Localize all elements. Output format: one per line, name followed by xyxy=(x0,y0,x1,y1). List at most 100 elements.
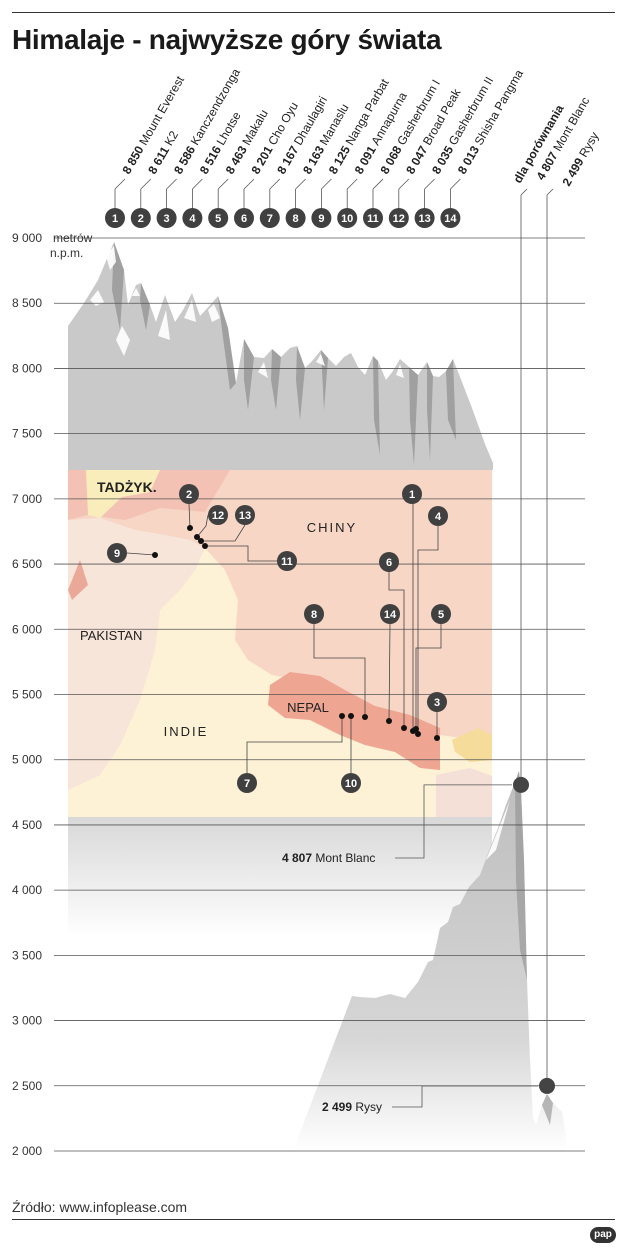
map-region-tajikistan xyxy=(86,470,160,518)
y-unit-label-2: n.p.m. xyxy=(50,246,83,260)
ridge-shadow-5 xyxy=(296,346,305,420)
map-peak-dot-11 xyxy=(202,543,208,549)
map-badge-number-3: 3 xyxy=(434,697,440,709)
y-tick-3500: 3 500 xyxy=(12,948,42,962)
ridge-shadow-4 xyxy=(271,349,281,410)
map-badge-9 xyxy=(107,543,127,563)
rysy-callout-name: Rysy xyxy=(355,1100,382,1114)
mont-blanc-snow xyxy=(486,800,510,860)
peak-name-2: K2 xyxy=(162,128,182,148)
rysy-shadow xyxy=(542,1094,553,1125)
map-badge-13 xyxy=(235,505,255,525)
peak-leader-6 xyxy=(243,178,255,190)
country-label-nepal: NEPAL xyxy=(287,700,329,715)
map-callout-line-14 xyxy=(388,623,391,722)
peak-badge-number-11: 11 xyxy=(367,213,379,225)
map-badge-10 xyxy=(341,773,361,793)
country-label-chiny: CHINY xyxy=(307,520,357,535)
peak-leader-1 xyxy=(114,178,126,190)
y-tick-6000: 6 000 xyxy=(12,622,42,636)
map-peak-dot-5 xyxy=(413,726,419,732)
map-peak-dot-13 xyxy=(198,538,204,544)
peak-badge-number-5: 5 xyxy=(215,213,221,225)
map-badge-2 xyxy=(179,484,199,504)
snow-patch-5 xyxy=(184,300,196,322)
map-badge-number-4: 4 xyxy=(435,511,442,523)
region-map: TADŻYK. CHINY PAKISTAN INDIE NEPAL xyxy=(68,470,492,817)
map-badge-number-5: 5 xyxy=(438,609,444,621)
source-note: Źródło: www.infoplease.com xyxy=(12,1199,188,1215)
ridge-shadow-8 xyxy=(409,367,418,465)
peak-leader-11 xyxy=(372,178,384,190)
y-tick-9000: 9 000 xyxy=(12,231,42,245)
map-badge-5 xyxy=(431,604,451,624)
snow-patch-2 xyxy=(116,326,130,356)
snow-patch-0 xyxy=(90,290,104,306)
map-badge-number-12: 12 xyxy=(212,510,224,522)
map-badge-number-9: 9 xyxy=(114,548,120,560)
map-badge-4 xyxy=(428,506,448,526)
map-badge-number-8: 8 xyxy=(311,609,317,621)
peak-badge-number-4: 4 xyxy=(189,213,196,225)
compare-marker-0 xyxy=(513,776,529,793)
country-label-indie: INDIE xyxy=(164,724,209,739)
compare-leader-1 xyxy=(546,188,554,196)
map-region-pakistan xyxy=(68,518,205,790)
map-peak-dot-3 xyxy=(434,735,440,741)
ridge-shadow-0 xyxy=(112,242,124,330)
ridge-shadow-1 xyxy=(140,283,150,330)
y-tick-7000: 7 000 xyxy=(12,492,42,506)
snow-patch-4 xyxy=(158,310,170,340)
map-badge-number-13: 13 xyxy=(239,510,251,522)
y-tick-3000: 3 000 xyxy=(12,1014,42,1028)
y-tick-2000: 2 000 xyxy=(12,1144,42,1158)
comparison-mountains xyxy=(293,771,566,1151)
peak-badge-14 xyxy=(440,208,461,228)
peak-badge-8 xyxy=(285,208,306,228)
map-callout-line-5 xyxy=(415,624,442,729)
peak-badge-number-13: 13 xyxy=(418,213,430,225)
ridge-shadow-7 xyxy=(373,356,380,455)
map-badge-3 xyxy=(427,692,447,712)
map-callout-line-11 xyxy=(205,545,277,562)
peak-leader-3 xyxy=(166,178,177,190)
map-badge-number-7: 7 xyxy=(244,778,250,790)
peak-leader-12 xyxy=(398,178,410,190)
peak-badge-6 xyxy=(234,208,254,228)
map-peak-dot-7 xyxy=(339,713,345,719)
map-peak-dot-9 xyxy=(152,552,158,558)
map-fade xyxy=(68,817,492,937)
peak-badge-4 xyxy=(182,208,203,228)
map-peak-dot-10 xyxy=(348,713,354,719)
peak-leader-13 xyxy=(424,178,435,190)
peak-badge-7 xyxy=(259,208,280,228)
y-tick-8000: 8 000 xyxy=(12,361,42,375)
snow-patch-8 xyxy=(316,354,325,366)
y-tick-5000: 5 000 xyxy=(12,753,42,767)
y-tick-6500: 6 500 xyxy=(12,557,42,571)
peak-badge-12 xyxy=(388,208,409,228)
peak-badge-number-1: 1 xyxy=(112,213,118,225)
y-tick-7500: 7 500 xyxy=(12,427,42,441)
map-badge-12 xyxy=(208,505,228,525)
peak-leader-10 xyxy=(346,178,358,190)
map-peak-dot-12 xyxy=(194,534,200,540)
peak-leader-4 xyxy=(192,178,203,190)
page-title: Himalaje - najwyższe góry świata xyxy=(12,24,442,55)
ridge-shadow-2 xyxy=(218,296,236,390)
rysy-callout-height: 2 499 xyxy=(322,1100,355,1114)
peak-leader-5 xyxy=(217,178,229,190)
himalaya-silhouette xyxy=(68,242,493,470)
map-callout-line-13 xyxy=(201,524,246,542)
peak-leader-2 xyxy=(140,178,152,190)
mont-blanc-callout-line xyxy=(395,784,512,859)
map-callout-line-7 xyxy=(246,716,343,773)
country-label-pakistan: PAKISTAN xyxy=(80,628,142,643)
peak-badge-2 xyxy=(130,208,151,228)
map-region-west xyxy=(68,560,88,600)
map-badge-7 xyxy=(237,773,257,793)
peak-badge-3 xyxy=(156,208,177,228)
map-badge-1 xyxy=(402,484,422,504)
